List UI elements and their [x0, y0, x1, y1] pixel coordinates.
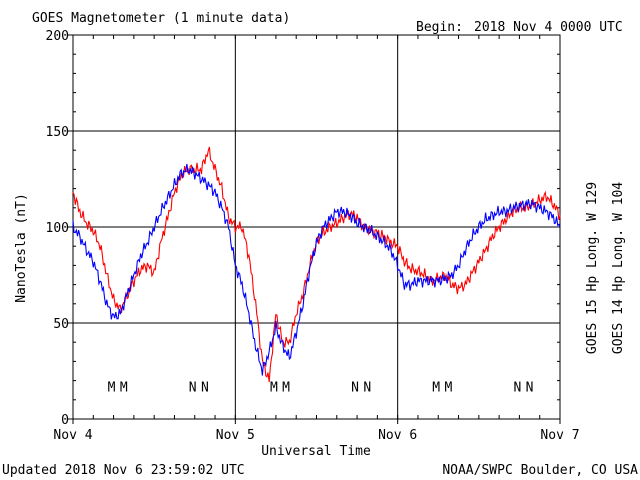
y-tick-label: 200 — [46, 29, 69, 44]
y-axis-label: NanoTesla (nT) — [14, 193, 29, 303]
annotation-marker: N — [201, 380, 209, 395]
annotation-marker: M — [444, 380, 452, 395]
credit: NOAA/SWPC Boulder, CO USA — [442, 463, 638, 478]
annotation-marker: N — [351, 380, 359, 395]
annotation-marker: N — [526, 380, 534, 395]
y-tick-label: 100 — [46, 221, 69, 236]
begin-value: 2018 Nov 4 0000 UTC — [474, 20, 623, 35]
x-axis-label: Universal Time — [261, 444, 371, 459]
grid — [73, 35, 560, 419]
legend-goes15: GOES 15 Hp Long. W 129 — [585, 182, 600, 354]
series-line-goes15 — [72, 146, 561, 383]
annotation-marker: M — [432, 380, 440, 395]
annotation-marker: M — [282, 380, 290, 395]
x-tick-label: Nov 5 — [216, 428, 255, 443]
x-tick-label: Nov 6 — [378, 428, 417, 443]
annotation-marker: M — [120, 380, 128, 395]
updated-timestamp: Updated 2018 Nov 6 23:59:02 UTC — [2, 463, 245, 478]
x-tick-label: Nov 4 — [53, 428, 92, 443]
x-tick-label: Nov 7 — [540, 428, 579, 443]
annotation-marker: N — [189, 380, 197, 395]
annotation-marker: N — [513, 380, 521, 395]
y-tick-label: 50 — [53, 317, 69, 332]
series-lines — [72, 146, 561, 383]
chart-title: GOES Magnetometer (1 minute data) — [32, 11, 290, 26]
y-tick-label: 150 — [46, 125, 69, 140]
series-line-goes14 — [72, 163, 561, 376]
begin-label: Begin: — [416, 20, 463, 35]
annotation-marker: N — [363, 380, 371, 395]
annotation-marker: M — [108, 380, 116, 395]
annotation-marker: M — [270, 380, 278, 395]
legend-goes14: GOES 14 Hp Long. W 104 — [611, 182, 626, 354]
y-tick-label: 0 — [61, 413, 69, 428]
